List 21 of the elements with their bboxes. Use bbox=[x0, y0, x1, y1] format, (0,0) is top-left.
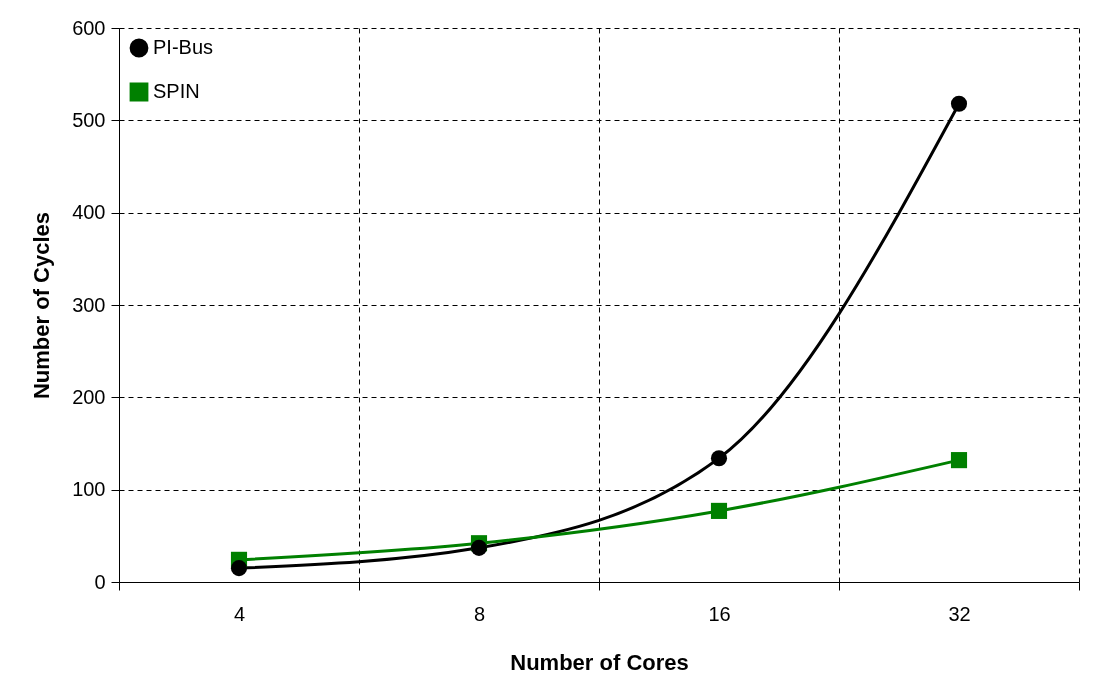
point bbox=[710, 450, 728, 467]
y-tick-label: 0 bbox=[94, 570, 106, 593]
x-tick-label: 32 bbox=[948, 602, 971, 625]
x-axis-title: Number of Cores bbox=[510, 649, 689, 675]
point bbox=[950, 452, 968, 469]
point bbox=[230, 560, 248, 577]
y-axis-title: Number of Cycles bbox=[29, 211, 55, 400]
y-tick-label: 200 bbox=[72, 385, 106, 408]
legend-label: SPIN bbox=[153, 80, 200, 102]
y-tick-label: 600 bbox=[72, 16, 106, 39]
y-tick-label: 400 bbox=[72, 201, 106, 224]
x-tick-label: 16 bbox=[708, 602, 731, 625]
y-tick-label: 500 bbox=[72, 108, 106, 131]
y-tick-label: 100 bbox=[72, 478, 106, 501]
point bbox=[710, 502, 728, 519]
x-tick-label: 8 bbox=[473, 602, 486, 625]
point bbox=[470, 539, 488, 556]
point bbox=[950, 95, 968, 112]
y-tick-label: 300 bbox=[72, 293, 106, 316]
legend-label: PI-Bus bbox=[153, 36, 214, 58]
x-tick-label: 4 bbox=[233, 602, 246, 625]
